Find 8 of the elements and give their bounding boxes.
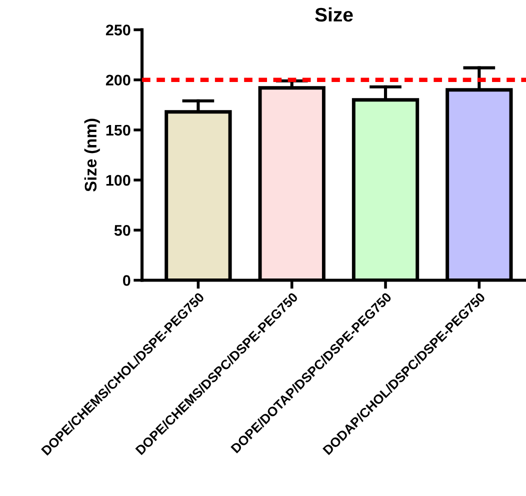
- y-axis-title: Size (nm): [84, 118, 100, 192]
- y-tick-label: 200: [106, 74, 130, 86]
- y-tick-label: 0: [123, 275, 130, 286]
- y-tick-label: 250: [106, 24, 130, 36]
- y-tick-label: 150: [106, 124, 130, 136]
- y-tick-label: 50: [114, 225, 130, 236]
- y-tick-label: 100: [106, 174, 130, 186]
- chart-title: Size: [315, 7, 353, 22]
